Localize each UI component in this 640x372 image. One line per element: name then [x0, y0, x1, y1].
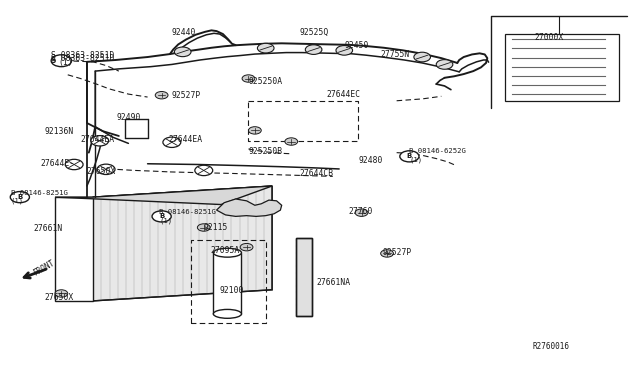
Text: B 08146-8251G
(1): B 08146-8251G (1) [159, 209, 216, 224]
Bar [213, 253, 241, 314]
Circle shape [305, 45, 322, 54]
Text: S 08363-8251D: S 08363-8251D [51, 54, 114, 62]
Polygon shape [93, 186, 272, 301]
Text: 27644E-: 27644E- [40, 159, 74, 168]
Text: S: S [51, 56, 56, 65]
Text: 92527P: 92527P [383, 248, 412, 257]
Polygon shape [296, 238, 312, 317]
Text: 27650X: 27650X [86, 167, 115, 176]
Circle shape [152, 211, 172, 222]
Text: 92527P: 92527P [172, 91, 201, 100]
Text: B 08146-6252G
(1): B 08146-6252G (1) [410, 148, 467, 163]
Text: B: B [17, 194, 22, 200]
Circle shape [355, 209, 368, 217]
Text: 92100: 92100 [219, 286, 243, 295]
Text: 27760: 27760 [349, 207, 373, 216]
Text: 27661N: 27661N [34, 224, 63, 233]
Bar [505, 34, 619, 101]
Text: 27644EC: 27644EC [326, 90, 360, 99]
Circle shape [414, 52, 431, 62]
Circle shape [240, 243, 253, 251]
Text: 92490: 92490 [117, 113, 141, 122]
Circle shape [257, 43, 274, 53]
Circle shape [65, 159, 83, 170]
Circle shape [91, 136, 109, 146]
Circle shape [97, 164, 115, 174]
Circle shape [174, 47, 191, 57]
Text: 27644EA: 27644EA [168, 135, 202, 144]
Circle shape [163, 137, 180, 147]
Text: S 08363-8251D: S 08363-8251D [51, 51, 114, 60]
Text: 92525Q: 92525Q [300, 28, 329, 37]
Circle shape [336, 45, 353, 55]
Text: FRONT: FRONT [32, 259, 56, 278]
Polygon shape [216, 199, 282, 217]
Circle shape [248, 127, 261, 134]
Polygon shape [55, 197, 93, 301]
Text: 92480: 92480 [358, 155, 383, 164]
Ellipse shape [213, 310, 241, 318]
Text: 27644CB: 27644CB [300, 169, 333, 177]
Text: 27644EA: 27644EA [81, 135, 115, 144]
Text: 92115: 92115 [204, 223, 228, 232]
Text: 925250B: 925250B [248, 147, 283, 156]
Circle shape [436, 60, 453, 69]
Text: (1): (1) [58, 58, 73, 67]
Circle shape [197, 224, 210, 231]
Text: 925250A: 925250A [248, 77, 283, 86]
Text: B: B [159, 214, 164, 219]
Text: B 08146-8251G
(1): B 08146-8251G (1) [11, 190, 68, 204]
Circle shape [10, 192, 29, 203]
Circle shape [242, 75, 255, 82]
Text: 27095A: 27095A [210, 246, 239, 255]
Text: 27755N: 27755N [380, 50, 409, 59]
Polygon shape [55, 186, 272, 205]
Circle shape [51, 55, 72, 67]
Text: 92450: 92450 [344, 41, 369, 51]
Text: 92136N: 92136N [44, 126, 74, 136]
Text: R2760016: R2760016 [532, 341, 569, 350]
Ellipse shape [213, 248, 241, 257]
Circle shape [156, 92, 168, 99]
Text: 27000X: 27000X [534, 32, 564, 42]
Circle shape [381, 250, 394, 257]
Text: 27661NA: 27661NA [316, 278, 350, 287]
Text: 92440: 92440 [172, 28, 196, 37]
Text: 27650X: 27650X [44, 294, 74, 302]
Circle shape [400, 151, 419, 162]
Circle shape [55, 290, 68, 297]
Circle shape [195, 165, 212, 176]
Circle shape [285, 138, 298, 145]
Text: B: B [407, 153, 412, 159]
